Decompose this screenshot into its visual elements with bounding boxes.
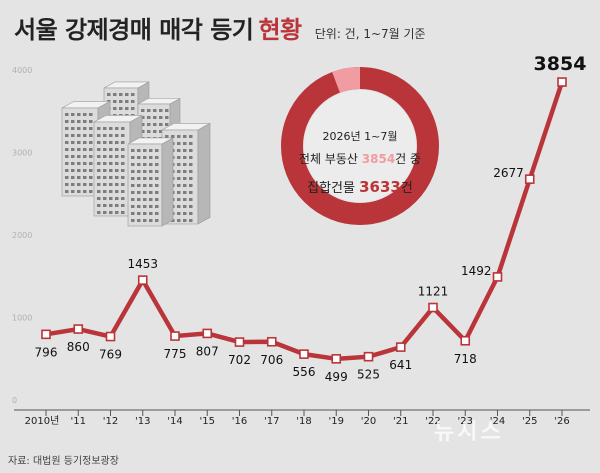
data-point bbox=[266, 336, 277, 347]
x-tick-label: '25 bbox=[522, 416, 537, 427]
data-value-label: 3854 bbox=[534, 53, 587, 75]
data-point bbox=[73, 324, 84, 334]
data-value-label: 706 bbox=[260, 353, 283, 367]
watermark-logo: 뉴시스 bbox=[434, 420, 504, 445]
data-value-label: 775 bbox=[164, 347, 187, 361]
y-tick-label: 0 bbox=[12, 396, 17, 405]
data-value-label: 2677 bbox=[493, 166, 524, 180]
donut-remainder-slice bbox=[332, 67, 360, 93]
donut-total-text: 전체 부동산 3854건 중 bbox=[299, 152, 421, 166]
x-tick-label: '19 bbox=[329, 416, 344, 427]
x-axis: 2010년 '11 '12 '13 '14 '15 '16 '17 '18 '19 '20 '21 '2… bbox=[14, 409, 590, 427]
unit-note: 단위: 건, 1~7월 기준 bbox=[314, 27, 426, 41]
y-tick-label: 3000 bbox=[12, 149, 32, 158]
building-illustration bbox=[61, 81, 211, 227]
data-point bbox=[202, 328, 213, 339]
y-axis-ticks: 0 1000 2000 3000 4000 bbox=[12, 66, 32, 405]
donut-period-label: 2026년 1~7월 bbox=[323, 130, 398, 143]
donut-total-prefix: 전체 부동산 bbox=[299, 152, 362, 166]
data-value-label: 796 bbox=[35, 345, 58, 359]
data-point bbox=[395, 342, 406, 352]
data-point bbox=[137, 275, 148, 285]
data-point bbox=[170, 331, 180, 341]
x-tick-label: '24 bbox=[490, 416, 505, 427]
x-tick-label: '21 bbox=[393, 416, 408, 427]
x-tick-label: '18 bbox=[296, 416, 311, 427]
data-point bbox=[524, 174, 535, 184]
donut-part-text: 집합건물 3633건 bbox=[307, 178, 413, 196]
chart-title-highlight: 현황 bbox=[258, 16, 302, 44]
source-note: 자료: 대법원 등기정보광장 bbox=[8, 456, 119, 467]
x-tick-label: '17 bbox=[264, 416, 279, 427]
data-point bbox=[557, 77, 567, 87]
x-tick-label: '16 bbox=[232, 416, 247, 427]
donut-part-suffix: 건 bbox=[401, 181, 413, 196]
data-value-label: 1492 bbox=[461, 264, 492, 278]
data-point bbox=[41, 329, 51, 340]
data-value-label: 1453 bbox=[127, 257, 158, 271]
data-value-label: 499 bbox=[325, 370, 348, 384]
data-point bbox=[105, 331, 116, 342]
y-tick-label: 4000 bbox=[12, 66, 32, 75]
data-value-label: 641 bbox=[389, 358, 412, 372]
x-tick-label: '13 bbox=[135, 416, 150, 427]
x-tick-label: '12 bbox=[103, 416, 118, 427]
data-value-label: 525 bbox=[357, 368, 380, 382]
data-value-label: 556 bbox=[293, 365, 316, 379]
donut-part-prefix: 집합건물 bbox=[307, 181, 359, 196]
data-point bbox=[331, 354, 342, 364]
x-tick-label: '22 bbox=[425, 416, 440, 427]
donut-total-value: 3854 bbox=[362, 152, 395, 166]
x-tick-label: '20 bbox=[361, 416, 376, 427]
data-point bbox=[363, 351, 374, 362]
data-point bbox=[460, 335, 471, 346]
chart-title: 서울 강제경매 매각 등기 현황 단위: 건, 1~7월 기준 bbox=[14, 10, 426, 45]
building-icon bbox=[127, 137, 174, 227]
chart-title-main: 서울 강제경매 매각 등기 bbox=[14, 16, 254, 44]
y-tick-label: 1000 bbox=[12, 314, 32, 323]
data-point bbox=[428, 302, 438, 313]
x-tick-label: '11 bbox=[71, 416, 86, 427]
data-value-label: 860 bbox=[67, 340, 90, 354]
x-tick-label: '15 bbox=[200, 416, 215, 427]
donut-hole bbox=[304, 90, 416, 202]
x-tick-label: '23 bbox=[458, 416, 473, 427]
data-point bbox=[299, 349, 309, 359]
data-point bbox=[234, 337, 245, 347]
data-value-label: 718 bbox=[454, 352, 477, 366]
line-series: 796 860 769 1453 775 807 702 706 556 499 525 641 112… bbox=[35, 53, 587, 384]
y-tick-label: 2000 bbox=[12, 231, 32, 240]
x-tick-label: 2010년 bbox=[25, 415, 60, 427]
data-value-label: 769 bbox=[99, 348, 122, 362]
x-tick-label: '14 bbox=[167, 416, 182, 427]
donut-part-value: 3633 bbox=[359, 178, 401, 196]
x-tick-label: '26 bbox=[554, 416, 569, 427]
donut-total-suffix: 건 중 bbox=[395, 152, 421, 166]
data-value-label: 807 bbox=[196, 344, 219, 358]
data-value-label: 1121 bbox=[418, 285, 449, 299]
data-value-label: 702 bbox=[228, 353, 251, 367]
data-point bbox=[492, 272, 503, 282]
